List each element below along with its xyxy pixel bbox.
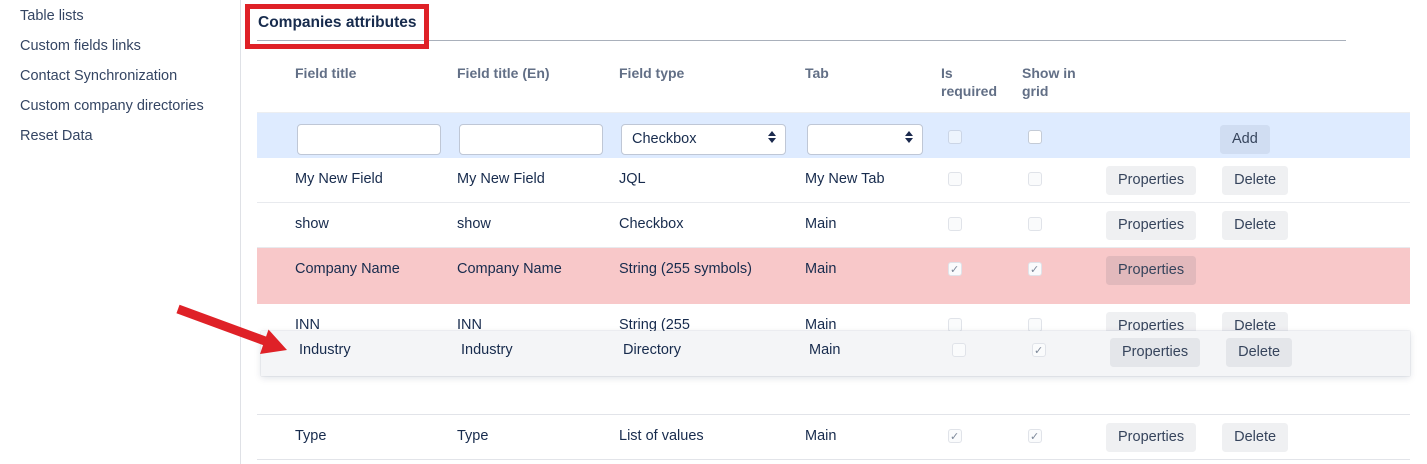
cell-field-title: show (295, 216, 329, 232)
page-title: Companies attributes (258, 14, 417, 31)
table-row: Type Type List of values Main Properties… (257, 414, 1410, 460)
select-spinner-icon (904, 130, 913, 143)
show-in-grid-checkbox (1028, 428, 1042, 447)
properties-button[interactable]: Properties (1106, 256, 1197, 285)
column-header-field-title: Field title (295, 65, 357, 81)
field-type-select-value: Checkbox (632, 131, 697, 147)
column-header-field-title-en: Field title (En) (457, 65, 550, 81)
sidebar-item-custom-fields-links[interactable]: Custom fields links (20, 38, 141, 54)
sidebar-divider (240, 0, 241, 464)
show-in-grid-checkbox (1028, 318, 1042, 332)
cell-field-type: String (255 (619, 317, 690, 333)
is-required-checkbox (952, 343, 966, 357)
cell-field-title-en: show (457, 216, 491, 232)
show-in-grid-checkbox (1028, 217, 1042, 231)
cell-field-title-en: INN (457, 317, 482, 333)
properties-button[interactable]: Properties (1106, 211, 1197, 240)
properties-button[interactable]: Properties (1110, 338, 1201, 367)
title-underline (257, 40, 1346, 41)
column-header-show-in-grid: Show in grid (1022, 65, 1076, 99)
tab-select[interactable] (807, 123, 923, 155)
sidebar-item-reset-data[interactable]: Reset Data (20, 128, 93, 144)
field-title-en-input[interactable] (459, 123, 603, 155)
table-row: show show Checkbox Main Properties Delet… (257, 203, 1410, 248)
show-in-grid-checkbox (1032, 342, 1046, 361)
column-header-tab: Tab (805, 65, 829, 81)
delete-button[interactable]: Delete (1226, 338, 1293, 367)
select-spinner-icon (767, 130, 776, 143)
properties-button[interactable]: Properties (1106, 166, 1197, 195)
sidebar-item-custom-company-directories[interactable]: Custom company directories (20, 98, 204, 114)
cell-tab: My New Tab (805, 171, 885, 187)
is-required-checkbox (948, 261, 962, 280)
cell-field-title: Industry (299, 342, 351, 358)
cell-tab: Main (805, 216, 837, 232)
cell-field-title: INN (295, 317, 320, 333)
field-title-input[interactable] (297, 123, 441, 155)
add-button[interactable]: Add (1220, 124, 1270, 154)
cell-field-type: Directory (623, 342, 682, 358)
cell-tab: Main (805, 428, 837, 444)
table-dnd-area: INN INN String (255 Main Properties Dele… (257, 304, 1410, 414)
table-row-highlighted: Company Name Company Name String (255 sy… (257, 248, 1410, 304)
is-required-checkbox (948, 318, 962, 332)
sidebar-item-table-lists[interactable]: Table lists (20, 8, 84, 24)
table-header-row: Field title Field title (En) Field type … (257, 41, 1410, 113)
table-row: My New Field My New Field JQL My New Tab… (257, 158, 1410, 203)
cell-field-title-en: My New Field (457, 171, 545, 187)
cell-field-type: String (255 symbols) (619, 261, 752, 277)
cell-field-title: My New Field (295, 171, 383, 187)
cell-tab: Main (809, 342, 841, 358)
cell-field-type: List of values (619, 428, 704, 444)
cell-field-title-en: Industry (461, 342, 513, 358)
properties-button[interactable]: Properties (1106, 423, 1197, 452)
cell-field-title: Company Name (295, 261, 400, 277)
column-header-is-required: Is required (941, 65, 998, 99)
add-field-row: Checkbox Add (257, 113, 1410, 158)
delete-button[interactable]: Delete (1222, 423, 1289, 452)
delete-button[interactable]: Delete (1222, 166, 1289, 195)
cell-field-title: Type (295, 428, 327, 444)
table-row-dragging[interactable]: Industry Industry Directory Main Propert… (261, 331, 1410, 376)
show-in-grid-checkbox (1028, 261, 1042, 280)
main-content: Companies attributes Field title Field t… (257, 0, 1410, 460)
cell-field-title-en: Type (457, 428, 489, 444)
show-in-grid-checkbox (1028, 172, 1042, 186)
is-required-checkbox (948, 428, 962, 447)
is-required-checkbox (948, 172, 962, 186)
field-type-select[interactable]: Checkbox (621, 123, 786, 155)
cell-field-type: JQL (619, 171, 646, 187)
cell-tab: Main (805, 317, 837, 333)
cell-field-type: Checkbox (619, 216, 684, 232)
sidebar: Table lists Custom fields links Contact … (0, 0, 240, 153)
cell-tab: Main (805, 261, 837, 277)
delete-button[interactable]: Delete (1222, 211, 1289, 240)
is-required-checkbox (948, 217, 962, 231)
cell-field-title-en: Company Name (457, 261, 562, 277)
is-required-checkbox (948, 129, 962, 144)
show-in-grid-checkbox[interactable] (1028, 129, 1042, 144)
sidebar-item-contact-synchronization[interactable]: Contact Synchronization (20, 68, 178, 84)
column-header-field-type: Field type (619, 65, 685, 81)
